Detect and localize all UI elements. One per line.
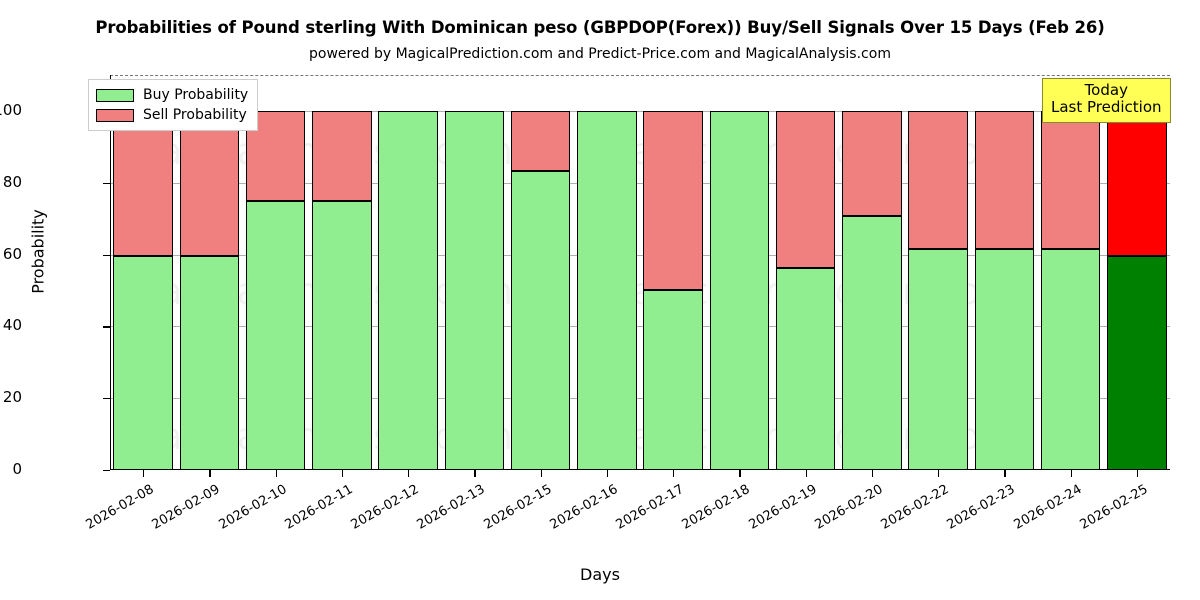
bar-column[interactable] xyxy=(444,75,505,470)
gridline-y-40 xyxy=(110,326,1170,328)
bar-segment-sell[interactable] xyxy=(775,110,836,268)
bar-segment-buy[interactable] xyxy=(510,170,571,470)
y-tick-label-80: 80 xyxy=(2,172,22,191)
x-tick-mark xyxy=(408,470,410,477)
bar-segment-buy[interactable] xyxy=(1107,256,1167,470)
y-tick-mark xyxy=(103,182,110,184)
bar-column[interactable] xyxy=(709,75,770,470)
bar-segment-sell[interactable] xyxy=(974,110,1035,250)
bar-column[interactable] xyxy=(113,75,173,470)
bar-segment-buy[interactable] xyxy=(444,110,505,470)
legend-swatch-buy xyxy=(96,88,134,102)
y-tick-mark xyxy=(103,470,110,472)
bar-column[interactable] xyxy=(908,75,968,470)
bar-segment-sell[interactable] xyxy=(510,110,571,171)
y-axis-label: Probability xyxy=(28,209,48,294)
legend-label-buy: Buy Probability xyxy=(143,87,249,103)
bar-segment-buy[interactable] xyxy=(775,267,836,470)
gridline-y-100 xyxy=(110,110,1170,112)
x-tick-mark xyxy=(341,470,344,477)
x-tick-mark xyxy=(1136,470,1139,477)
bar-segment-buy[interactable] xyxy=(842,215,902,470)
y-tick-label-20: 20 xyxy=(2,388,22,407)
y-tick-label-100: 100 xyxy=(0,100,22,119)
y-tick-label-0: 0 xyxy=(12,460,22,478)
bar-segment-buy[interactable] xyxy=(709,110,770,470)
x-tick-mark xyxy=(275,470,277,477)
bar-segment-buy[interactable] xyxy=(577,110,637,470)
bar-segment-buy[interactable] xyxy=(113,256,173,470)
chart-subtitle: powered by MagicalPrediction.com and Pre… xyxy=(309,46,891,62)
gridline-y-20 xyxy=(110,398,1170,400)
x-tick-mark xyxy=(739,470,741,477)
bar-column[interactable] xyxy=(312,75,372,470)
x-axis-label: Days xyxy=(580,565,620,584)
x-tick-mark xyxy=(938,470,940,477)
bar-segment-buy[interactable] xyxy=(179,256,240,470)
bar-segment-sell[interactable] xyxy=(113,110,173,257)
reference-line xyxy=(110,75,1170,76)
bar-column[interactable] xyxy=(1107,75,1167,470)
bar-segment-sell[interactable] xyxy=(842,110,902,216)
bar-column[interactable] xyxy=(245,75,306,470)
today-callout-line2: Last Prediction xyxy=(1051,98,1162,117)
today-callout: Today Last Prediction xyxy=(1042,78,1171,123)
bar-column[interactable] xyxy=(842,75,902,470)
legend-item-sell: Sell Probability xyxy=(96,105,248,125)
bar-segment-sell[interactable] xyxy=(179,110,240,257)
x-tick-mark xyxy=(673,470,675,477)
bar-segment-sell[interactable] xyxy=(312,110,372,201)
x-tick-mark xyxy=(474,470,476,477)
x-tick-mark xyxy=(606,470,609,477)
legend-swatch-sell xyxy=(96,108,134,122)
y-tick-mark xyxy=(103,398,110,400)
bar-column[interactable] xyxy=(643,75,703,470)
y-tick-label-60: 60 xyxy=(2,244,22,263)
x-tick-mark xyxy=(1070,470,1072,477)
bar-column[interactable] xyxy=(179,75,240,470)
gridline-y-80 xyxy=(110,182,1170,184)
x-tick-mark xyxy=(143,470,145,477)
legend-item-buy: Buy Probability xyxy=(96,85,248,105)
bar-segment-sell[interactable] xyxy=(643,110,703,291)
bar-segment-buy[interactable] xyxy=(312,200,372,470)
bar-segment-sell[interactable] xyxy=(908,110,968,250)
bar-column[interactable] xyxy=(775,75,836,470)
x-tick-mark xyxy=(805,470,807,477)
x-tick-mark xyxy=(871,470,874,477)
bar-column[interactable] xyxy=(378,75,438,470)
y-tick-label-40: 40 xyxy=(2,316,22,335)
x-tick-mark xyxy=(209,470,211,477)
bar-column[interactable] xyxy=(1040,75,1101,470)
bar-column[interactable] xyxy=(510,75,571,470)
bar-segment-buy[interactable] xyxy=(643,290,703,470)
x-tick-mark xyxy=(1004,470,1006,477)
y-tick-mark xyxy=(103,254,110,256)
legend-label-sell: Sell Probability xyxy=(143,107,247,123)
chart-legend: Buy Probability Sell Probability xyxy=(88,79,259,131)
bar-segment-buy[interactable] xyxy=(378,110,438,470)
bar-segment-buy[interactable] xyxy=(1040,249,1101,470)
bar-column[interactable] xyxy=(577,75,637,470)
chart-title: Probabilities of Pound sterling With Dom… xyxy=(95,18,1105,37)
today-callout-line1: Today xyxy=(1084,81,1128,99)
plot-axes-frame xyxy=(110,75,1170,470)
bar-segment-buy[interactable] xyxy=(245,200,306,470)
y-tick-mark xyxy=(103,326,110,328)
bar-segment-sell[interactable] xyxy=(1107,110,1167,257)
x-tick-mark xyxy=(540,470,542,477)
gridline-y-60 xyxy=(110,254,1170,256)
bar-segment-buy[interactable] xyxy=(908,249,968,470)
